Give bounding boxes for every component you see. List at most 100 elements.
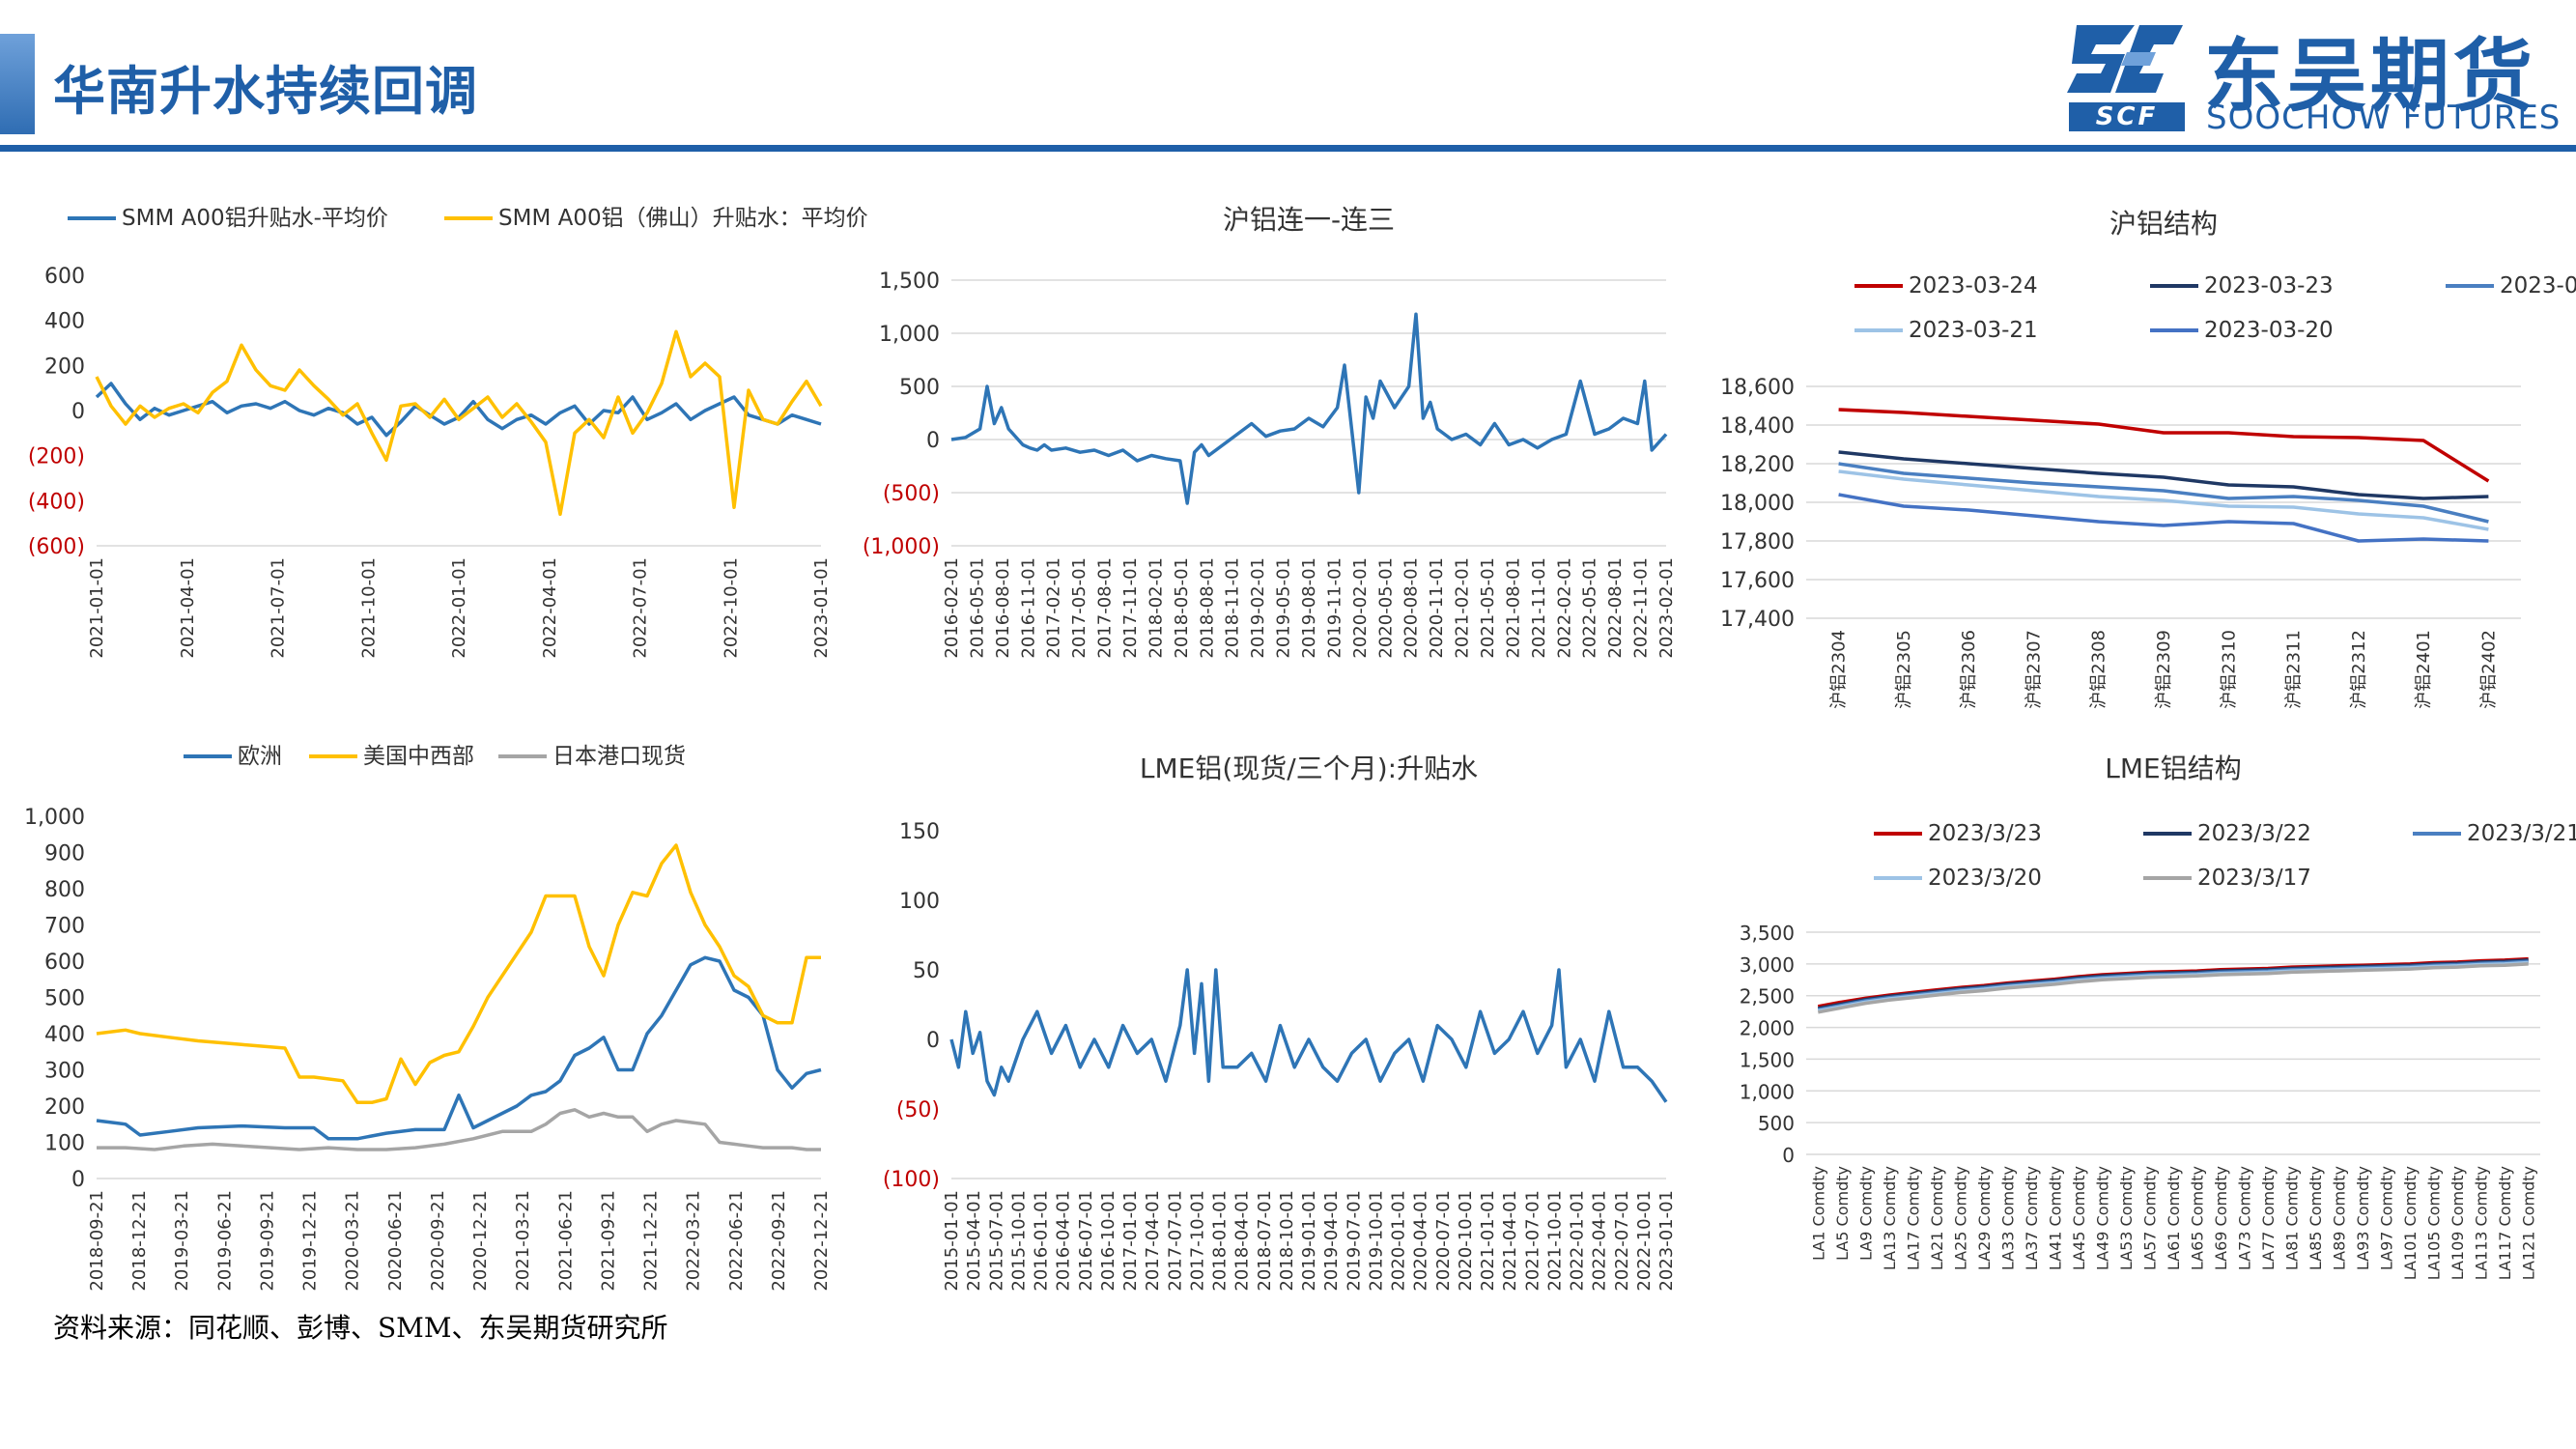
x-tick-label: 沪铝2401	[2414, 630, 2434, 709]
legend-label: 2023/3/23	[1928, 821, 2042, 846]
x-tick-label: 2022-10-01	[721, 557, 741, 659]
y-tick-label: 17,800	[1720, 530, 1795, 554]
x-tick-label: LA101 Comdty	[2401, 1166, 2420, 1280]
series-line-1	[950, 312, 1668, 505]
x-tick-label: 2020-12-21	[470, 1190, 491, 1292]
x-tick-label: LA69 Comdty	[2212, 1166, 2230, 1270]
x-tick-label: 2019-05-01	[1274, 557, 1294, 659]
y-tick-label: 1,500	[879, 270, 940, 294]
logo-mark-icon	[2067, 25, 2183, 93]
x-tick-label: 2022-02-01	[1554, 557, 1574, 659]
x-tick-label: 2018-09-21	[87, 1190, 107, 1292]
x-tick-label: 2020-10-01	[1456, 1190, 1476, 1292]
x-tick-label: LA29 Comdty	[1975, 1166, 1994, 1270]
x-tick-label: 2020-03-21	[343, 1190, 363, 1292]
legend-label: 2023/3/22	[2197, 821, 2311, 846]
legend-label: 2023-03-24	[1909, 273, 2038, 298]
x-tick-label: LA9 Comdty	[1856, 1166, 1875, 1261]
x-tick-label: 2020-07-01	[1433, 1190, 1454, 1292]
x-tick-label: 2021-04-01	[1500, 1190, 1520, 1292]
chart-lme-structure: LME铝结构 3,500 3,000 2,500 2,000 1,500 1,000 500 0…	[1700, 739, 2576, 1290]
legend-label: 2023-03-20	[2204, 318, 2334, 343]
chart-title: LME铝结构	[2105, 753, 2241, 784]
x-tick-label: 2019-09-21	[257, 1190, 277, 1292]
y-tick-label: 800	[44, 878, 85, 902]
x-tick-label: LA93 Comdty	[2354, 1166, 2372, 1270]
y-tick-label: 18,200	[1720, 453, 1795, 477]
y-tick-label: 2,000	[1740, 1017, 1795, 1040]
x-tick-label: 2015-01-01	[942, 1190, 962, 1292]
x-tick-label: 2017-11-01	[1120, 557, 1141, 659]
x-tick-label: 2023-01-01	[811, 557, 832, 659]
x-tick-label: 2020-05-01	[1375, 557, 1396, 659]
y-tick-label: 3,500	[1740, 922, 1795, 945]
x-tick-label: 2016-11-01	[1018, 557, 1038, 659]
x-tick-label: 2016-07-01	[1076, 1190, 1096, 1292]
x-tick-label: 2016-10-01	[1098, 1190, 1118, 1292]
x-tick-label: 2023-02-01	[1656, 557, 1677, 659]
x-tick-label: 2019-08-01	[1299, 557, 1319, 659]
x-tick-label: 2021-10-01	[358, 557, 379, 659]
y-tick-label: (400)	[28, 490, 85, 514]
x-tick-label: 2018-11-01	[1223, 557, 1243, 659]
x-tick-label: 2019-03-21	[172, 1190, 192, 1292]
y-tick-label: 17,600	[1720, 569, 1795, 593]
x-tick-label: 2017-10-01	[1187, 1190, 1207, 1292]
y-tick-label: 18,600	[1720, 376, 1795, 400]
y-tick-label: 500	[44, 987, 85, 1011]
chart-title: 沪铝结构	[2109, 208, 2218, 240]
x-tick-label: 2022-07-01	[631, 557, 651, 659]
legend-label: 2023-03-22	[2500, 273, 2576, 298]
x-tick-label: 2017-05-01	[1069, 557, 1090, 659]
x-tick-label: 2018-02-01	[1146, 557, 1166, 659]
title-accent-bar	[0, 34, 35, 134]
legend-label: SMM A00铝升贴水-平均价	[122, 206, 388, 231]
chart3-svg: 沪铝结构 18,600 18,400 18,200 18,000 17,800 17,600…	[1720, 208, 2576, 709]
x-tick-label: 沪铝2308	[2089, 630, 2109, 709]
y-tick-label: 500	[899, 376, 940, 400]
y-tick-label: 0	[71, 400, 85, 424]
x-tick-label: LA41 Comdty	[2046, 1166, 2064, 1270]
x-tick-label: 2020-06-21	[385, 1190, 406, 1292]
x-tick-label: 2018-07-01	[1255, 1190, 1275, 1292]
x-tick-label: 沪铝2402	[2478, 630, 2499, 709]
x-tick-label: LA81 Comdty	[2283, 1166, 2302, 1270]
y-tick-label: (1,000)	[863, 535, 940, 559]
x-tick-label: 2017-07-01	[1165, 1190, 1185, 1292]
y-tick-label: 700	[44, 915, 85, 939]
chart-title: LME铝(现货/三个月):升贴水	[1140, 753, 1478, 784]
company-logo: SCF 东吴期货 SOOCHOW FUTURES	[2067, 14, 2569, 137]
y-tick-label: 17,400	[1720, 608, 1795, 632]
x-tick-label: 2016-05-01	[967, 557, 987, 659]
x-tick-label: 2015-04-01	[964, 1190, 984, 1292]
x-tick-label: LA61 Comdty	[2165, 1166, 2183, 1270]
legend-label: 2023/3/17	[2197, 866, 2311, 891]
chart-shfe-spread: 沪铝连一-连三 1,500 1,000 500 0 (500) (1,000) 2016-02…	[855, 198, 1685, 710]
chart4-svg: 1,000 900 800 700 600 500 400 300 200 100 02018-09…	[24, 744, 832, 1292]
x-tick-label: 沪铝2305	[1894, 630, 1914, 709]
x-tick-label: 2022-10-01	[1634, 1190, 1655, 1292]
x-tick-label: 2021-07-01	[269, 557, 289, 659]
x-tick-label: 沪铝2310	[2219, 630, 2239, 709]
x-tick-label: 2017-08-01	[1095, 557, 1116, 659]
y-tick-label: 2,500	[1740, 985, 1795, 1009]
x-tick-label: LA33 Comdty	[1998, 1166, 2017, 1270]
y-tick-label: 900	[44, 842, 85, 867]
x-tick-label: 2018-12-21	[129, 1190, 150, 1292]
x-tick-label: 2022-08-01	[1605, 557, 1626, 659]
x-tick-label: 沪铝2309	[2154, 630, 2174, 709]
series-line-1	[96, 955, 822, 1141]
series-line-1	[95, 382, 822, 438]
y-tick-label: 400	[44, 310, 85, 334]
x-tick-label: 2022-05-01	[1580, 557, 1600, 659]
y-tick-label: (500)	[883, 482, 940, 506]
x-tick-label: LA77 Comdty	[2259, 1166, 2278, 1270]
x-tick-label: 2022-01-01	[1568, 1190, 1588, 1292]
x-tick-label: 2020-11-01	[1427, 557, 1447, 659]
x-tick-label: LA109 Comdty	[2449, 1166, 2467, 1280]
header: 华南升水持续回调 SCF 东吴期货 SOOCHOW FUTURES	[0, 0, 2576, 155]
series-line-3	[97, 1108, 821, 1151]
y-tick-label: 0	[926, 429, 940, 453]
chart-title: 沪铝连一-连三	[1223, 204, 1395, 236]
x-tick-label: 2021-05-01	[1478, 557, 1498, 659]
